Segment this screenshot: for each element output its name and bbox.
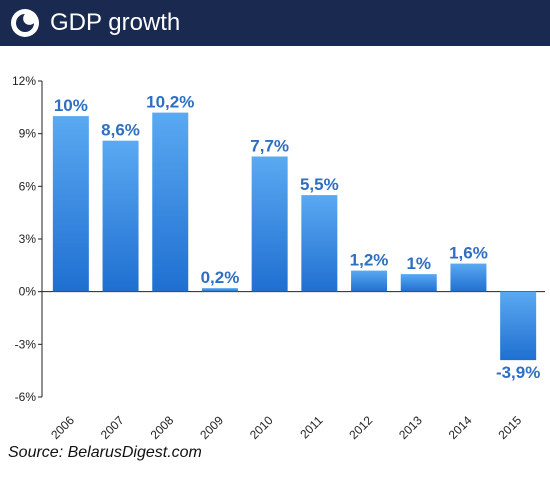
y-tick-label: 3% (19, 232, 37, 246)
data-label-2008: 10,2% (146, 93, 194, 112)
data-label-2015: -3,9% (496, 363, 540, 382)
data-label-2007: 8,6% (101, 121, 140, 140)
y-tick-label: 12% (12, 74, 36, 88)
bar-2008 (152, 112, 189, 292)
data-label-2009: 0,2% (201, 268, 240, 287)
source-credit: Source: BelarusDigest.com (8, 444, 202, 461)
circle-swirl-icon (11, 9, 39, 37)
x-tick-label-2014: 2014 (446, 413, 475, 440)
bar-2012 (351, 270, 388, 292)
data-label-2013: 1% (406, 254, 431, 273)
bar-2011 (301, 195, 338, 292)
bar-2013 (400, 274, 437, 292)
x-tick-label-2008: 2008 (148, 413, 177, 440)
data-label-2011: 5,5% (300, 175, 339, 194)
x-tick-label-2015: 2015 (495, 413, 524, 440)
data-label-2014: 1,6% (449, 244, 488, 263)
x-tick-label-2006: 2006 (48, 413, 77, 440)
bar-2009 (201, 288, 238, 292)
y-tick-label: -3% (15, 337, 37, 351)
bar-2007 (102, 140, 139, 292)
x-tick-label-2010: 2010 (247, 413, 276, 440)
y-tick-label: 9% (19, 127, 37, 141)
y-tick-label: 0% (19, 285, 37, 299)
data-label-2010: 7,7% (250, 136, 289, 155)
bar-2010 (251, 156, 288, 292)
data-label-2012: 1,2% (350, 251, 389, 270)
bar-2015 (500, 291, 537, 361)
x-tick-label-2012: 2012 (346, 413, 375, 440)
chart-title: GDP growth (50, 9, 181, 36)
bar-2006 (52, 116, 89, 292)
bar-2014 (450, 263, 487, 292)
data-label-2006: 10% (54, 96, 88, 115)
x-tick-label-2007: 2007 (98, 413, 127, 440)
x-tick-label-2009: 2009 (197, 413, 226, 440)
y-tick-label: -6% (15, 390, 37, 404)
y-tick-label: 6% (19, 179, 37, 193)
chart-header: GDP growth (0, 0, 550, 46)
x-tick-label-2013: 2013 (396, 413, 425, 440)
x-tick-label-2011: 2011 (297, 413, 325, 440)
bar-chart: 12% 9% 6% 3% 0% -3% -6% 10% 2006 8,6% 2007 10,2% 20… (12, 74, 545, 440)
